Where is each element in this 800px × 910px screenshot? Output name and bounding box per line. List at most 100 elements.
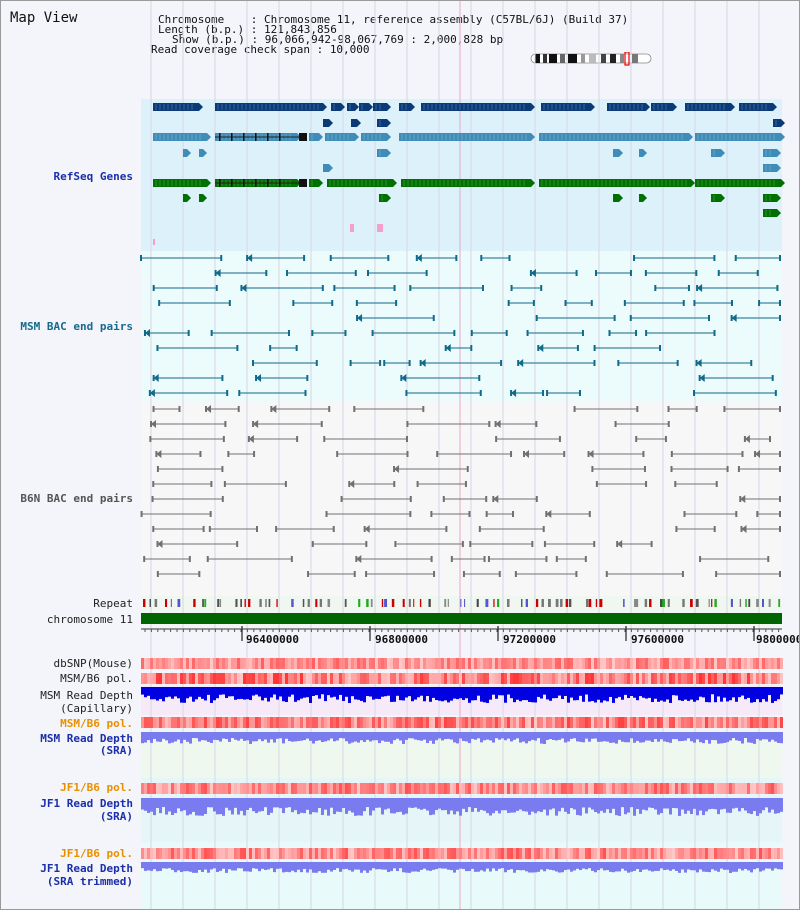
- gene-exon: [711, 194, 721, 202]
- gene-arrow: [777, 164, 781, 172]
- gene-exon: [639, 149, 643, 157]
- gene-exon: [199, 194, 203, 202]
- show-value: 96,066,942-98,067,769 : 2,000,828 bp: [264, 33, 504, 46]
- msm-capillary-depth: [141, 687, 783, 703]
- gene-arrow: [643, 149, 647, 157]
- track-label-msm-depth-sra-sub: (SRA): [99, 744, 133, 757]
- show-label: Show (b.p.) :: [172, 33, 265, 46]
- chromosome-label: Chromosome :: [158, 13, 264, 26]
- track-label-refseq[interactable]: RefSeq Genes: [53, 170, 133, 183]
- gene-exon: [279, 179, 281, 187]
- gene-exon: [763, 149, 777, 157]
- gene-exon: [309, 179, 319, 187]
- gene-exon: [711, 149, 721, 157]
- length-value: 121,843,856: [263, 23, 337, 36]
- gene-exon: [763, 164, 777, 172]
- gene-exon: [153, 103, 199, 111]
- gene-arrow: [387, 149, 391, 157]
- gene-exon: [539, 179, 691, 187]
- gene-arrow: [187, 149, 191, 157]
- gene-exon: [695, 133, 781, 141]
- gene-exon: [773, 119, 781, 127]
- gene-arrow: [341, 103, 345, 111]
- track-label-jf1-depth-trimmed-sub: (SRA trimmed): [46, 875, 133, 888]
- gene-arrow: [329, 164, 333, 172]
- gene-arrow: [781, 119, 785, 127]
- gene-exon: [153, 179, 207, 187]
- gene-exon: [377, 119, 387, 127]
- dbsnp-heatmap: [141, 658, 783, 669]
- jf1-sra-depth: [141, 798, 783, 816]
- track-label-jf1-b6-pol: JF1/B6 pol.: [60, 781, 133, 794]
- axis-tick-label: 97200000: [503, 633, 556, 646]
- jf1-b6-pol-heatmap: [141, 783, 783, 794]
- gene-exon: [639, 194, 643, 202]
- gene-exon: [763, 209, 777, 217]
- length-info: Length (b.p.) : 121,843,856: [158, 24, 337, 35]
- gene-arrow: [773, 103, 777, 111]
- gene-exon: [351, 119, 357, 127]
- gene-arrow: [355, 133, 359, 141]
- gene-arrow: [203, 194, 207, 202]
- gene-arrow: [691, 179, 695, 187]
- gene-exon: [763, 194, 777, 202]
- gene-arrow: [721, 149, 725, 157]
- repeat-marks: [143, 599, 781, 607]
- gene-arrow: [781, 179, 785, 187]
- gene-arrow: [689, 133, 693, 141]
- gene-arrow: [777, 194, 781, 202]
- gene-arrow: [777, 149, 781, 157]
- gene-arrow: [187, 194, 191, 202]
- axis-tick-label: 98000000: [756, 633, 799, 646]
- gene-exon: [613, 194, 619, 202]
- coverage-value: 10,000: [329, 43, 370, 56]
- gene-arrow: [411, 103, 415, 111]
- gene-arrow: [319, 179, 323, 187]
- msm-b6-pol-heatmap: [141, 673, 783, 684]
- gene-exon: [219, 133, 221, 141]
- chromosome-bar: [141, 613, 782, 624]
- gene-exon: [323, 119, 329, 127]
- gene-arrow: [329, 119, 333, 127]
- gene-arrow: [531, 179, 535, 187]
- track-label-msm-b6-pol-2: MSM/B6 pol.: [60, 717, 133, 730]
- gene-arrow: [643, 194, 647, 202]
- gene-arrow: [199, 103, 203, 111]
- jf1-trimmed-depth: [141, 862, 783, 873]
- track-label-jf1-b6-pol-2: JF1/B6 pol.: [60, 847, 133, 860]
- gene-arrow: [207, 179, 211, 187]
- gene-exon: [267, 179, 269, 187]
- track-label-msm-depth-capillary: MSM Read Depth: [40, 689, 133, 702]
- gene-arrow: [619, 149, 623, 157]
- gene-exon: [255, 133, 257, 141]
- track-label-repeat: Repeat: [93, 597, 133, 610]
- chromosome-info: Chromosome : Chromosome 11, reference as…: [158, 14, 628, 25]
- gene-exon: [183, 194, 187, 202]
- jf1-b6-pol-2-heatmap: [141, 848, 783, 859]
- track-label-msm-bac[interactable]: MSM BAC end pairs: [20, 320, 133, 333]
- gene-exon: [267, 133, 269, 141]
- gene-exon: [685, 103, 731, 111]
- gene-arrow: [393, 179, 397, 187]
- chromosome-ideogram-icon[interactable]: [529, 52, 653, 66]
- msm-bac-pairs: [140, 254, 781, 397]
- coverage-label: Read coverage check span :: [151, 43, 330, 56]
- gene-arrow: [781, 133, 785, 141]
- track-label-b6n-bac[interactable]: B6N BAC end pairs: [20, 492, 133, 505]
- gene-exon: [219, 179, 221, 187]
- gene-exon: [215, 103, 323, 111]
- show-info: Show (b.p.) : 96,066,942-98,067,769 : 2,…: [172, 34, 503, 45]
- gene-arrow: [355, 103, 359, 111]
- refseq-track-bg: [141, 99, 782, 251]
- gene-arrow: [323, 103, 327, 111]
- track-label-dbsnp: dbSNP(Mouse): [53, 657, 133, 670]
- axis-tick-label: 96400000: [246, 633, 299, 646]
- gene-arrow: [207, 133, 211, 141]
- gene-exon: [359, 103, 369, 111]
- gene-arrow: [531, 103, 535, 111]
- gene-exon: [231, 133, 233, 141]
- track-label-jf1-depth: JF1 Read Depth: [40, 797, 133, 810]
- track-label-jf1-depth-trimmed: JF1 Read Depth: [40, 862, 133, 875]
- gene-exon: [399, 103, 411, 111]
